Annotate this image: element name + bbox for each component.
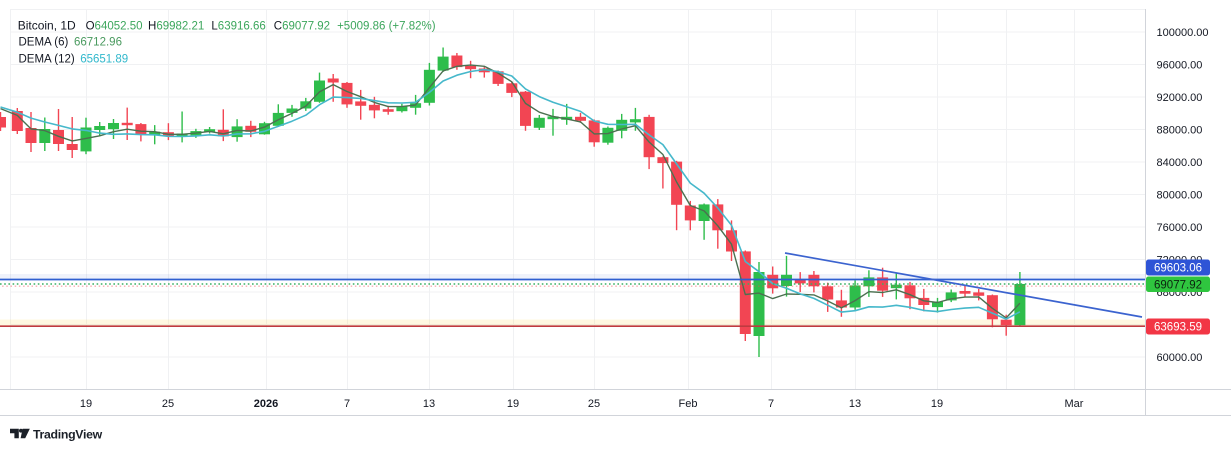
svg-text:C69077.92: C69077.92 — [274, 21, 330, 33]
svg-text:60000.00: 60000.00 — [1157, 352, 1203, 364]
svg-text:84000.00: 84000.00 — [1157, 157, 1203, 169]
svg-text:69603.06: 69603.06 — [1154, 263, 1202, 275]
svg-text:25: 25 — [162, 398, 174, 410]
svg-text:2026: 2026 — [254, 398, 278, 410]
svg-text:+5009.86 (+7.82%): +5009.86 (+7.82%) — [337, 21, 436, 33]
svg-text:7: 7 — [768, 398, 774, 410]
svg-text:76000.00: 76000.00 — [1157, 222, 1203, 234]
svg-text:92000.00: 92000.00 — [1157, 92, 1203, 104]
svg-text:69077.92: 69077.92 — [1154, 279, 1202, 291]
svg-text:Bitcoin, 1D: Bitcoin, 1D — [18, 19, 76, 33]
svg-text:Mar: Mar — [1065, 398, 1084, 410]
svg-text:63693.59: 63693.59 — [1154, 322, 1202, 334]
svg-text:19: 19 — [507, 398, 519, 410]
svg-text:L63916.66: L63916.66 — [211, 21, 265, 33]
svg-text:19: 19 — [931, 398, 943, 410]
svg-text:TradingView: TradingView — [33, 428, 103, 442]
svg-text:100000.00: 100000.00 — [1157, 27, 1209, 39]
svg-text:DEMA (12) 65651.89: DEMA (12) 65651.89 — [19, 54, 129, 66]
svg-text:25: 25 — [588, 398, 600, 410]
svg-text:13: 13 — [849, 398, 861, 410]
svg-text:Feb: Feb — [679, 398, 698, 410]
svg-text:88000.00: 88000.00 — [1157, 125, 1203, 137]
svg-text:O64052.50: O64052.50 — [86, 21, 143, 33]
svg-text:80000.00: 80000.00 — [1157, 190, 1203, 202]
svg-text:13: 13 — [423, 398, 435, 410]
svg-text:96000.00: 96000.00 — [1157, 60, 1203, 72]
svg-text:H69982.21: H69982.21 — [148, 21, 204, 33]
svg-text:7: 7 — [344, 398, 350, 410]
svg-text:DEMA (6) 66712.96: DEMA (6) 66712.96 — [19, 37, 122, 49]
svg-text:19: 19 — [80, 398, 92, 410]
